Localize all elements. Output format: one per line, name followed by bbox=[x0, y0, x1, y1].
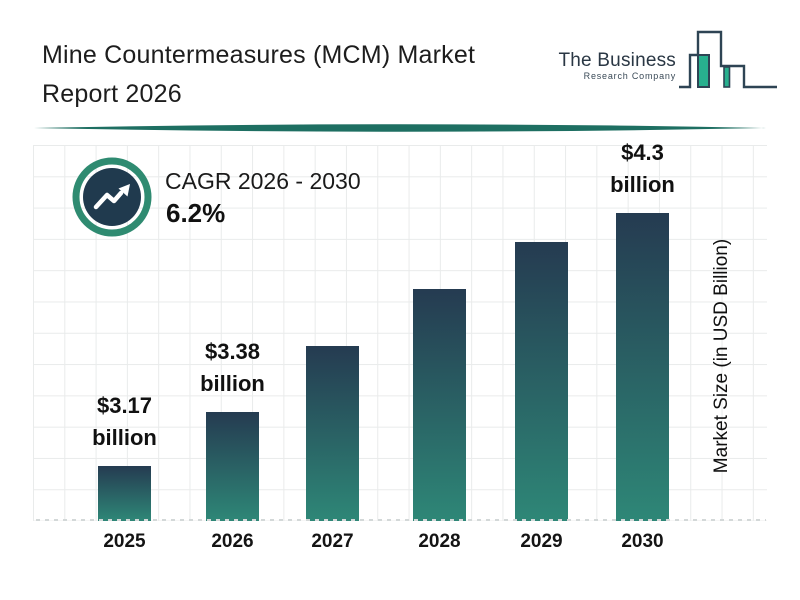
cagr-label: CAGR 2026 - 2030 bbox=[165, 168, 361, 194]
divider-line bbox=[34, 124, 766, 132]
value-label-2025: $3.17 billion bbox=[92, 393, 157, 450]
bar-2027 bbox=[306, 346, 359, 521]
x-tick-2027: 2027 bbox=[311, 531, 354, 552]
x-tick-2026: 2026 bbox=[211, 531, 254, 552]
company-logo: The Business Research Company bbox=[558, 30, 777, 94]
y-axis-label: Market Size (in USD Billion) bbox=[711, 238, 732, 474]
x-tick-2028: 2028 bbox=[418, 531, 461, 552]
logo-text-primary: The Business bbox=[558, 50, 676, 71]
page-title-line1: Mine Countermeasures (MCM) Market bbox=[42, 41, 476, 69]
bar-2030 bbox=[616, 213, 669, 521]
value-label-2030: $4.3 billion bbox=[610, 140, 675, 197]
logo-text: The Business Research Company bbox=[516, 50, 676, 82]
bar-2026 bbox=[206, 412, 259, 521]
cagr-value: 6.2% bbox=[166, 198, 226, 228]
bar-2028 bbox=[413, 289, 466, 521]
logo-bars-icon bbox=[679, 30, 777, 89]
x-axis-baseline bbox=[36, 519, 766, 521]
bar-2025 bbox=[98, 466, 151, 521]
x-tick-2025: 2025 bbox=[103, 531, 146, 552]
bar-2029 bbox=[515, 242, 568, 521]
page-title-line2: Report 2026 bbox=[42, 80, 182, 108]
trend-up-icon bbox=[72, 157, 152, 237]
x-tick-2029: 2029 bbox=[520, 531, 563, 552]
x-tick-2030: 2030 bbox=[621, 531, 664, 552]
page-title: Mine Countermeasures (MCM) Market Report… bbox=[42, 36, 475, 114]
logo-text-secondary: Research Company bbox=[583, 71, 676, 81]
value-label-2026: $3.38 billion bbox=[200, 339, 265, 396]
